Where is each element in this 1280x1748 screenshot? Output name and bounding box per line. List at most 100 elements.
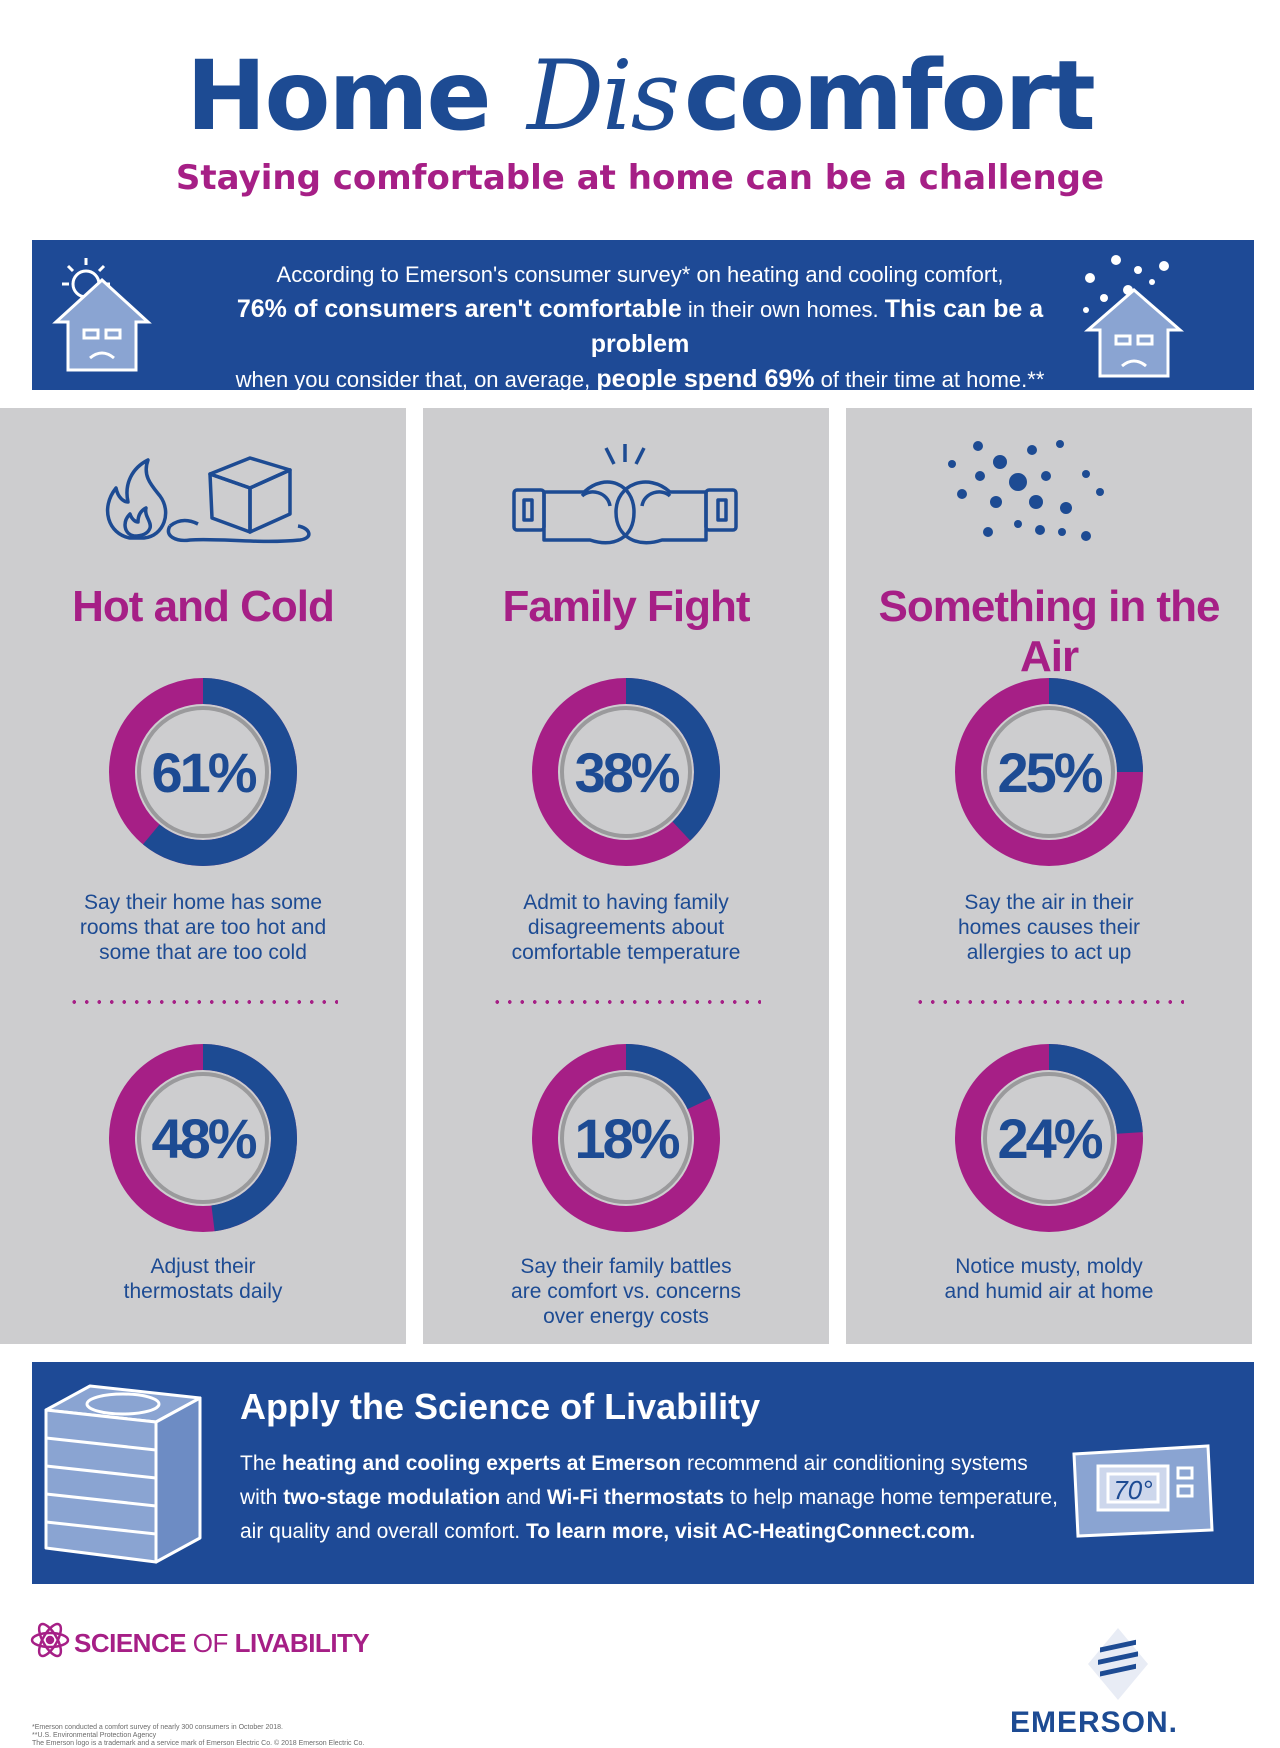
- intro-text: According to Emerson's consumer survey* …: [200, 258, 1080, 397]
- stat-label-family-disagreements: Admit to having family disagreements abo…: [423, 890, 829, 965]
- livability-title: Apply the Science of Livability: [240, 1386, 761, 1427]
- sun-house-sad-icon: [52, 258, 152, 372]
- intro-line-3-pre: when you consider that, on average,: [235, 367, 597, 392]
- intro-problem: This can be a problem: [590, 295, 1044, 358]
- footnote: The Emerson logo is a trademark and a se…: [32, 1740, 365, 1747]
- label-line: Say the air in their: [964, 891, 1134, 914]
- brand-word: SCIENCE: [74, 1628, 187, 1658]
- donut-inner-ring: [560, 1072, 692, 1204]
- title-part-home: Home: [186, 40, 522, 152]
- label-line: homes causes their: [957, 916, 1141, 939]
- label-line: over energy costs: [543, 1305, 709, 1328]
- boxing-gloves-icon: [512, 444, 738, 545]
- intro-line-3: when you consider that, on average, peop…: [200, 362, 1080, 397]
- label-line: allergies to act up: [966, 941, 1132, 964]
- dotted-divider: [491, 1000, 761, 1004]
- intro-line-2: 76% of consumers aren't comfortable in t…: [200, 292, 1080, 362]
- ac-unit-icon: [44, 1384, 202, 1564]
- donut-value-arc: [955, 1044, 1143, 1232]
- livability-text: The heating and cooling experts at Emers…: [240, 1447, 1080, 1549]
- label-line: Notice musty, moldy: [955, 1255, 1143, 1278]
- stat-label-musty-air: Notice musty, moldy and humid air at hom…: [846, 1254, 1252, 1304]
- page-title: Home Discomfort: [0, 48, 1280, 144]
- stat-label-hot-cold-rooms: Say their home has some rooms that are t…: [0, 890, 406, 965]
- donut-family-disagreements: 38%: [532, 678, 720, 866]
- column-title-something-in-the-air: Something in the Air: [878, 582, 1221, 681]
- text-bold: Wi-Fi thermostats: [546, 1486, 725, 1509]
- label-line: comfortable temperature: [511, 941, 741, 964]
- brand-word: LIVABILITY: [234, 1628, 370, 1658]
- stat-label-thermostat-daily: Adjust their thermostats daily: [0, 1254, 406, 1304]
- title-script-dis: Dis: [527, 40, 680, 152]
- snow-house-sad-icon: [1083, 255, 1185, 378]
- livability-line-1: The heating and cooling experts at Emers…: [240, 1447, 1080, 1481]
- label-line: Admit to having family: [523, 891, 729, 914]
- footnote: **U.S. Environmental Protection Agency: [32, 1732, 157, 1739]
- donut-value-arc: [955, 678, 1143, 866]
- donut-value-arc: [532, 1044, 720, 1232]
- atom-logo-icon: [30, 1622, 70, 1658]
- livability-line-2: with two-stage modulation and Wi-Fi ther…: [240, 1481, 1080, 1515]
- thermostat-icon: 70°: [1072, 1444, 1214, 1538]
- label-line: Say their family battles: [520, 1255, 732, 1278]
- donut-value-arc: [532, 678, 720, 866]
- livability-line-3: air quality and overall comfort. To lear…: [240, 1515, 1080, 1549]
- dotted-divider: [68, 1000, 338, 1004]
- donut-inner-ring: [983, 1072, 1115, 1204]
- intro-banner: [32, 240, 1254, 390]
- column-hot-and-cold: [0, 408, 406, 1344]
- donut-inner-ring: [983, 706, 1115, 838]
- donut-family-energy-costs: 18%: [532, 1044, 720, 1232]
- intro-line-1: According to Emerson's consumer survey* …: [276, 262, 1004, 287]
- footnotes: *Emerson conducted a comfort survey of n…: [32, 1724, 452, 1748]
- donut-inner-ring: [137, 1072, 269, 1204]
- donut-percent-label: 24%: [997, 1107, 1102, 1170]
- intro-line-2-rest: in their own homes.: [681, 297, 885, 322]
- label-line: thermostats daily: [123, 1280, 283, 1303]
- text-bold: two-stage modulation: [283, 1486, 501, 1509]
- donut-inner-ring: [137, 706, 269, 838]
- label-line: Adjust their: [150, 1255, 256, 1278]
- donut-percent-label: 38%: [574, 741, 679, 804]
- intro-stat-69: people spend 69%: [596, 365, 815, 393]
- label-line: disagreements about: [527, 916, 725, 939]
- thermostat-reading: 70°: [1113, 1475, 1152, 1505]
- donut-musty-air: 24%: [955, 1044, 1143, 1232]
- text-span: and: [500, 1486, 547, 1509]
- column-title-family-fight: Family Fight: [502, 582, 750, 631]
- donut-percent-label: 48%: [151, 1107, 256, 1170]
- donut-percent-label: 18%: [574, 1107, 679, 1170]
- donut-value-arc: [109, 678, 297, 866]
- livability-link-text: To learn more, visit AC-HeatingConnect.c…: [525, 1520, 976, 1543]
- text-span: recommend air conditioning systems: [681, 1452, 1028, 1475]
- donut-thermostat-daily: 48%: [109, 1044, 297, 1232]
- intro-stat-76: 76% of consumers aren't comfortable: [236, 295, 682, 323]
- donut-percent-label: 25%: [997, 741, 1102, 804]
- page-subtitle: Staying comfortable at home can be a cha…: [175, 158, 1105, 198]
- donut-hot-cold-rooms: 61%: [109, 678, 297, 866]
- title-part-comfort: comfort: [683, 40, 1096, 152]
- column-something-in-the-air: [846, 408, 1252, 1344]
- text-span: air quality and overall comfort.: [240, 1520, 526, 1543]
- text-bold: heating and cooling experts at Emerson: [282, 1452, 682, 1475]
- intro-line-3-rest: of their time at home.**: [814, 367, 1045, 392]
- fire-and-ice-cube-icon: [105, 456, 311, 544]
- stat-label-air-allergies: Say the air in their homes causes their …: [846, 890, 1252, 965]
- label-line: and humid air at home: [944, 1280, 1154, 1303]
- dotted-divider: [914, 1000, 1184, 1004]
- stat-label-family-energy-costs: Say their family battles are comfort vs.…: [423, 1254, 829, 1329]
- emerson-logo-icon: [1088, 1628, 1148, 1700]
- label-line: are comfort vs. concerns: [511, 1280, 741, 1303]
- air-particles-icon: [948, 440, 1104, 541]
- donut-inner-ring: [560, 706, 692, 838]
- footnote: *Emerson conducted a comfort survey of n…: [32, 1724, 283, 1731]
- label-line: rooms that are too hot and: [79, 916, 327, 939]
- label-line: some that are too cold: [99, 941, 307, 964]
- column-family-fight: [423, 408, 829, 1344]
- label-line: Say their home has some: [83, 891, 323, 914]
- donut-value-arc: [109, 1044, 297, 1232]
- text-span: with: [240, 1486, 284, 1509]
- text-span: to help manage home temperature,: [724, 1486, 1058, 1509]
- column-title-hot-and-cold: Hot and Cold: [72, 582, 335, 631]
- donut-percent-label: 61%: [151, 741, 256, 804]
